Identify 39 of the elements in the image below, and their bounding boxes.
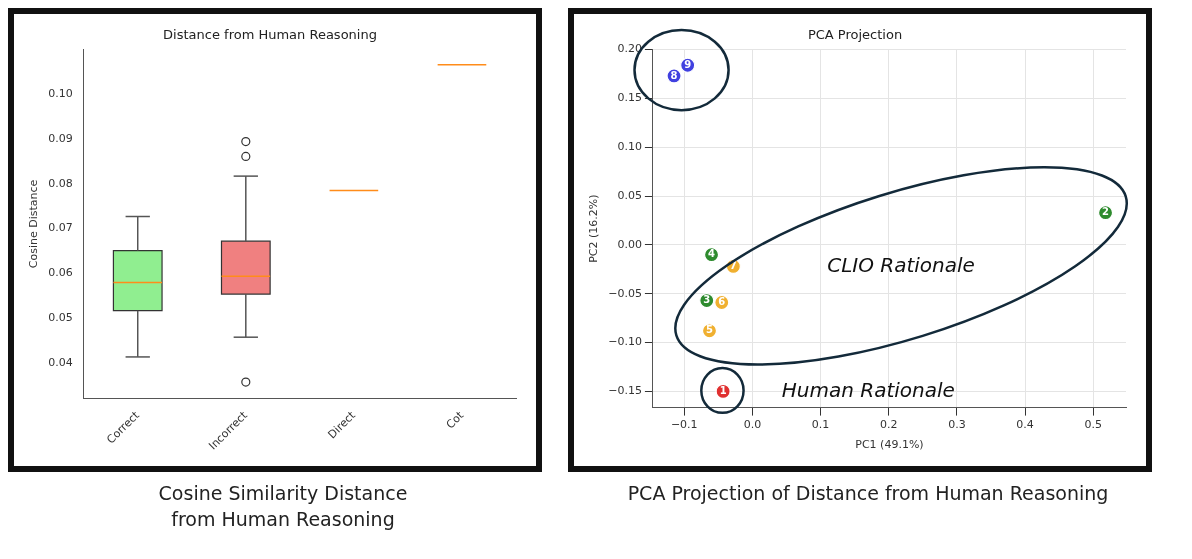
y-tick-label: −0.10 [608,335,642,349]
y-tick-label: 0.15 [617,91,642,105]
y-tick-label: 0.05 [48,311,73,325]
y-tick-label: 0.10 [48,86,73,100]
x-tick-label: 0.3 [948,418,966,432]
x-tick-label: 0.5 [1084,418,1103,432]
y-tick-label: 0.09 [48,131,73,145]
text: PCA Projection of Distance from Human Reasoning [626,481,1110,506]
x-tick-label: −0.1 [670,418,698,432]
y-axis-title: Cosine Distance [27,179,41,269]
annotation: 3 [703,294,711,306]
y-axis-title: PC2 (16.2%) [587,194,601,263]
annotation: 2 [1102,206,1110,218]
x-tick-label: 0.1 [811,418,830,432]
y-tick-label: −0.05 [608,286,642,300]
y-tick-label: 0.08 [48,176,73,190]
x-axis-title: PC1 (49.1%) [855,438,924,452]
annotation: 5 [706,324,713,336]
x-tick-label: 0.2 [880,418,898,432]
annotation: CLIO Rationale [827,252,975,277]
y-tick-label: −0.15 [608,384,642,398]
y-tick-label: 0.06 [48,266,73,280]
x-tick-label: 0.4 [1016,418,1034,432]
chart-title: Distance from Human Reasoning [163,27,377,43]
annotation: 1 [719,384,727,396]
text: Cosine Similarity Distance from Human Reasoning [157,481,409,532]
annotation: 8 [670,69,678,81]
y-tick-label: 0.00 [617,237,642,251]
y-tick-label: 0.10 [617,140,642,154]
chart-title: PCA Projection [807,27,903,43]
annotation: Human Rationale [781,377,955,402]
annotation: 6 [718,296,726,308]
y-tick-label: 0.05 [617,188,642,202]
x-tick-label: 0.0 [743,418,762,432]
y-tick-label: 0.04 [48,356,73,370]
x-tick-label: Cot [443,408,467,432]
y-tick-label: 0.07 [48,221,73,235]
annotation: 4 [708,248,716,260]
annotation: 9 [684,58,692,70]
